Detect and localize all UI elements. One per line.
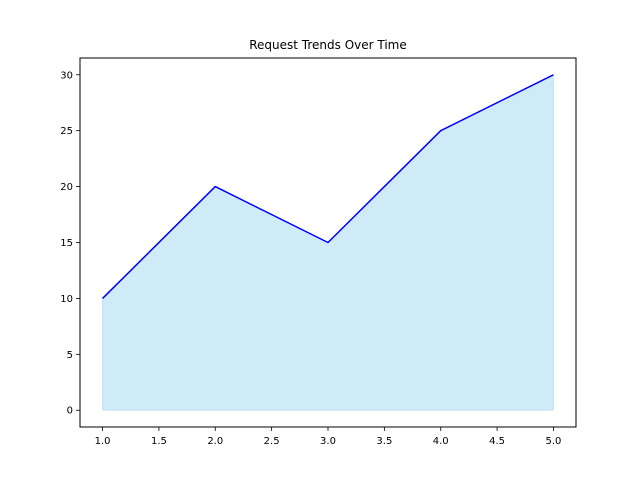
x-tick-label: 1.0	[95, 436, 111, 447]
x-tick-label: 2.0	[207, 436, 223, 447]
series-line	[102, 74, 554, 299]
x-axis: 1.0 1.5 2.0 2.5 3.0 3.5 4.0 4.5 5.0	[95, 427, 562, 447]
y-tick-label: 30	[60, 70, 73, 81]
plot-area	[102, 73, 554, 411]
x-tick-label: 4.5	[489, 436, 505, 447]
y-axis: 0 5 10 15 20 25 30	[60, 70, 80, 417]
x-tick-label: 2.5	[264, 436, 280, 447]
x-tick-label: 4.0	[433, 436, 449, 447]
y-tick-label: 5	[67, 350, 73, 361]
x-tick-label: 3.0	[320, 436, 336, 447]
x-tick-label: 5.0	[546, 436, 562, 447]
y-tick-label: 25	[60, 126, 73, 137]
x-tick-label: 1.5	[151, 436, 167, 447]
y-tick-label: 15	[60, 238, 73, 249]
chart-title: Request Trends Over Time	[249, 38, 407, 52]
y-tick-label: 20	[60, 182, 73, 193]
y-tick-label: 0	[67, 406, 73, 417]
x-tick-label: 3.5	[376, 436, 392, 447]
y-tick-label: 10	[60, 294, 73, 305]
